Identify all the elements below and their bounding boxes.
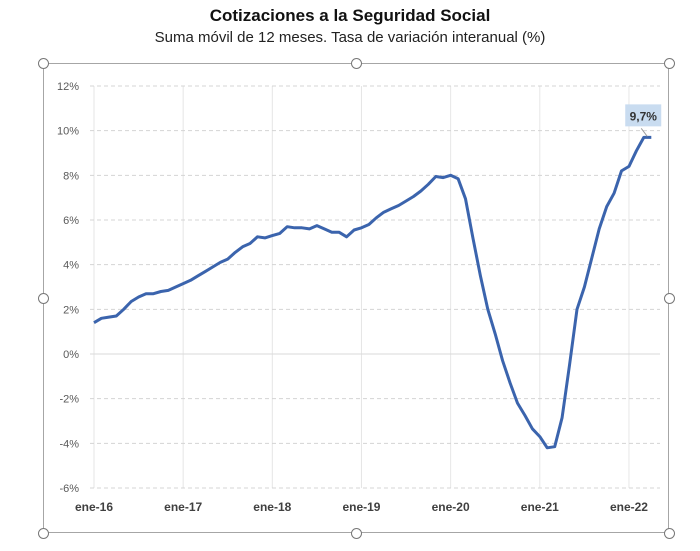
resize-handle-tr[interactable] (664, 58, 675, 69)
y-tick-label: -4% (59, 438, 79, 450)
y-tick-label: -6% (59, 483, 79, 495)
data-label-box (625, 104, 662, 127)
x-tick-label: ene-17 (164, 500, 202, 514)
x-tick-label: ene-19 (342, 500, 380, 514)
y-tick-label: 4% (63, 260, 79, 272)
resize-handle-tl[interactable] (38, 58, 49, 69)
resize-handle-bc[interactable] (351, 528, 362, 539)
data-label-leader (640, 128, 648, 137)
x-tick-label: ene-20 (432, 500, 470, 514)
resize-handle-ml[interactable] (38, 293, 49, 304)
x-tick-label: ene-16 (75, 500, 113, 514)
resize-handle-br[interactable] (664, 528, 675, 539)
resize-handle-mr[interactable] (664, 293, 675, 304)
y-tick-label: 10% (57, 126, 79, 138)
y-tick-label: 6% (63, 215, 79, 227)
y-tick-label: -2% (59, 394, 79, 406)
y-tick-label: 8% (63, 170, 79, 182)
chart-title: Cotizaciones a la Seguridad Social (209, 6, 491, 25)
resize-handle-bl[interactable] (38, 528, 49, 539)
resize-handle-tc[interactable] (351, 58, 362, 69)
x-tick-label: ene-22 (610, 500, 648, 514)
y-tick-label: 0% (63, 349, 79, 361)
y-tick-label: 2% (63, 304, 79, 316)
data-label: 9,7% (630, 109, 658, 123)
series-line (93, 135, 652, 450)
x-tick-label: ene-18 (253, 500, 291, 514)
chart-subtitle: Suma móvil de 12 meses. Tasa de variació… (154, 29, 546, 46)
y-tick-label: 12% (57, 81, 79, 93)
x-tick-label: ene-21 (521, 500, 559, 514)
